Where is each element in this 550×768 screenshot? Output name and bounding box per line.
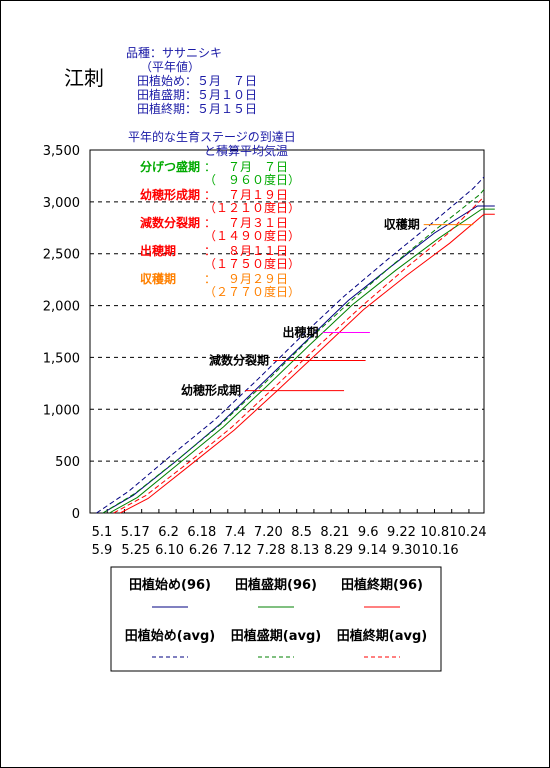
x-tick-label: 7.20 [254, 525, 283, 540]
stage-marker-label: 収穫期 [384, 217, 420, 232]
y-tick-label: 3,500 [43, 144, 80, 159]
stage-gdd: （１２１０度日） [204, 200, 300, 215]
legend-box [110, 566, 442, 672]
x-tick-label: 8.13 [290, 543, 319, 558]
y-tick-label: 500 [55, 455, 80, 470]
x-tick-label: 6.18 [187, 525, 216, 540]
y-tick-label: 1,000 [43, 403, 80, 418]
stage-gdd: （２７７０度日） [204, 284, 300, 299]
plot-frame [89, 149, 485, 514]
x-tick-label: 9.30 [392, 543, 421, 558]
y-tick-label: 0 [72, 507, 80, 522]
legend-label: 田植盛期(96) [235, 577, 317, 593]
x-tick-label: 8.21 [320, 525, 349, 540]
legend-label: 田植始め(avg) [125, 628, 215, 644]
stage-date: ８月１１日 [228, 244, 288, 258]
y-tick-label: 1,500 [43, 351, 80, 366]
stage-separator: ： [204, 216, 216, 230]
series-line [102, 189, 485, 514]
x-tick-label: 9.22 [387, 525, 416, 540]
x-tick-label: 8.29 [324, 543, 353, 558]
stage-date: ７月 ７日 [228, 160, 288, 174]
legend-label: 田植終期(96) [341, 577, 423, 593]
legend-label: 田植終期(avg) [337, 628, 427, 644]
x-tick-label: 5.9 [92, 543, 113, 558]
site-title: 江刺 [64, 66, 104, 90]
x-tick-label: 6.10 [155, 543, 184, 558]
series-line [113, 196, 485, 514]
stage-date: ７月３１日 [228, 216, 288, 230]
stage-separator: ： [204, 272, 216, 286]
chart-title: 平年的な生育ステージの到達日 [128, 129, 296, 144]
stage-gdd: （１４９０度日） [204, 228, 300, 243]
y-tick-label: 2,500 [43, 248, 80, 263]
stage-separator: ： [204, 160, 216, 174]
stage-date: ７月１９日 [228, 188, 288, 202]
planting-peak-label: 田植盛期：５月１０日 [137, 88, 258, 102]
x-tick-label: 9.6 [358, 525, 379, 540]
stage-separator: ： [204, 188, 216, 202]
x-tick-label: 10.8 [420, 525, 449, 540]
normal-label: （平年値） [140, 60, 201, 74]
stage-marker-label: 減数分裂期 [209, 353, 269, 368]
y-tick-label: 3,000 [43, 196, 80, 211]
x-tick-label: 7.12 [223, 543, 252, 558]
stage-marker-label: 出穂期 [283, 325, 319, 340]
series-line [119, 213, 495, 514]
series-line [102, 205, 495, 514]
x-tick-label: 5.1 [92, 525, 113, 540]
chart-subtitle: と積算平均気温 [204, 143, 288, 158]
stage-gdd: （１７５０度日） [204, 256, 300, 271]
planting-end-label: 田植終期：５月１５日 [137, 102, 258, 116]
x-tick-label: 10.16 [421, 543, 458, 558]
x-tick-label: 6.2 [158, 525, 179, 540]
x-tick-label: 5.17 [121, 525, 150, 540]
stage-date: ９月２９日 [228, 272, 288, 286]
stage-gdd: （ ９６０度日） [204, 172, 300, 187]
legend-label: 田植盛期(avg) [231, 628, 321, 644]
x-tick-label: 8.5 [291, 525, 312, 540]
stage-label: 分げつ盛期 [140, 159, 200, 174]
stage-label: 幼穂形成期 [140, 187, 200, 202]
stage-label: 収穫期 [140, 271, 176, 286]
series-line [96, 176, 485, 514]
stage-marker-label: 幼穂形成期 [181, 383, 241, 398]
stage-separator: ： [204, 244, 216, 258]
x-tick-label: 10.24 [449, 525, 486, 540]
planting-start-label: 田植始め：５月 ７日 [137, 74, 258, 88]
y-tick-label: 2,000 [43, 300, 80, 315]
x-tick-label: 6.26 [189, 543, 218, 558]
x-tick-label: 5.25 [121, 543, 150, 558]
x-tick-label: 7.4 [225, 525, 246, 540]
x-tick-label: 9.14 [358, 543, 387, 558]
variety-label: 品種：ササニシキ [126, 46, 223, 60]
x-tick-label: 7.28 [257, 543, 286, 558]
legend-label: 田植始め(96) [129, 577, 211, 593]
stage-label: 減数分裂期 [140, 215, 200, 230]
stage-label: 出穂期 [140, 243, 176, 258]
